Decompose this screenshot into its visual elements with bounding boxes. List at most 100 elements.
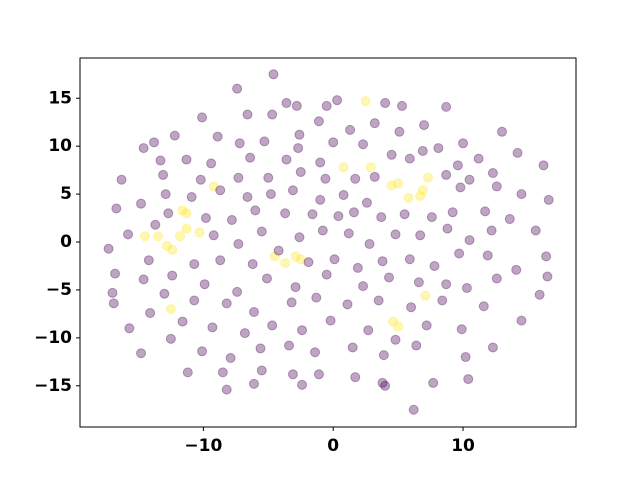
point (433, 143, 444, 154)
point (233, 172, 244, 183)
point (350, 173, 361, 184)
point (352, 262, 363, 273)
point (384, 272, 395, 283)
point (293, 143, 304, 154)
point (256, 226, 267, 237)
point (290, 282, 301, 293)
point (149, 137, 160, 148)
point (348, 207, 359, 218)
point (295, 254, 306, 265)
point (463, 374, 474, 385)
point (207, 322, 218, 333)
point (504, 214, 515, 225)
point (413, 277, 424, 288)
point (200, 213, 211, 224)
point (380, 98, 391, 109)
point (234, 138, 245, 149)
point (328, 137, 339, 148)
point (321, 100, 332, 111)
point (110, 268, 121, 279)
point (403, 192, 414, 203)
point (286, 297, 297, 308)
point (332, 95, 343, 106)
point (464, 174, 475, 185)
point (181, 208, 192, 219)
point (338, 190, 349, 201)
point (358, 139, 369, 150)
point (464, 235, 475, 246)
point (511, 264, 522, 275)
point (386, 180, 397, 191)
point (169, 130, 180, 141)
point (317, 225, 328, 236)
point (197, 346, 208, 357)
point (208, 181, 219, 192)
point (307, 209, 318, 220)
point (107, 287, 118, 298)
x-tick-label: 10 (451, 436, 475, 456)
point (408, 404, 419, 415)
point (343, 228, 354, 239)
point (473, 153, 484, 164)
point (387, 316, 398, 327)
point (247, 259, 258, 270)
point (242, 109, 253, 120)
point (393, 321, 404, 332)
point (397, 100, 408, 111)
point (516, 315, 527, 326)
point (281, 98, 292, 109)
point (212, 131, 223, 142)
point (369, 171, 380, 182)
point (426, 212, 437, 223)
point (232, 286, 243, 297)
point (419, 120, 430, 131)
point (496, 126, 507, 137)
point (394, 126, 405, 137)
point (542, 271, 553, 282)
point (538, 160, 549, 171)
point (543, 194, 554, 205)
point (265, 189, 276, 200)
point (480, 206, 491, 217)
point (333, 211, 344, 222)
point (232, 83, 243, 94)
point (273, 245, 284, 256)
point (377, 256, 388, 267)
point (378, 350, 389, 361)
point (363, 325, 374, 336)
point (267, 109, 278, 120)
x-tick-label: 0 (327, 436, 339, 456)
point (215, 185, 226, 196)
point (255, 343, 266, 354)
y-tick-label: 0 (60, 232, 72, 252)
point (311, 292, 322, 303)
point (303, 257, 314, 268)
point (197, 112, 208, 123)
y-tick-label: 5 (60, 184, 72, 204)
point (189, 295, 200, 306)
point (221, 298, 232, 309)
point (338, 162, 349, 173)
point (452, 160, 463, 171)
point (242, 191, 253, 202)
point (534, 289, 545, 300)
point (315, 194, 326, 205)
point (287, 369, 298, 380)
point (441, 101, 452, 112)
point (420, 290, 431, 301)
point (281, 154, 292, 165)
point (369, 118, 380, 129)
point (189, 259, 200, 270)
point (208, 230, 219, 241)
point (177, 316, 188, 327)
point (150, 219, 161, 230)
point (139, 231, 150, 242)
point (165, 333, 176, 344)
point (123, 229, 134, 240)
point (347, 342, 358, 353)
point (411, 340, 422, 351)
point (487, 168, 498, 179)
point (245, 152, 256, 163)
point (442, 223, 453, 234)
